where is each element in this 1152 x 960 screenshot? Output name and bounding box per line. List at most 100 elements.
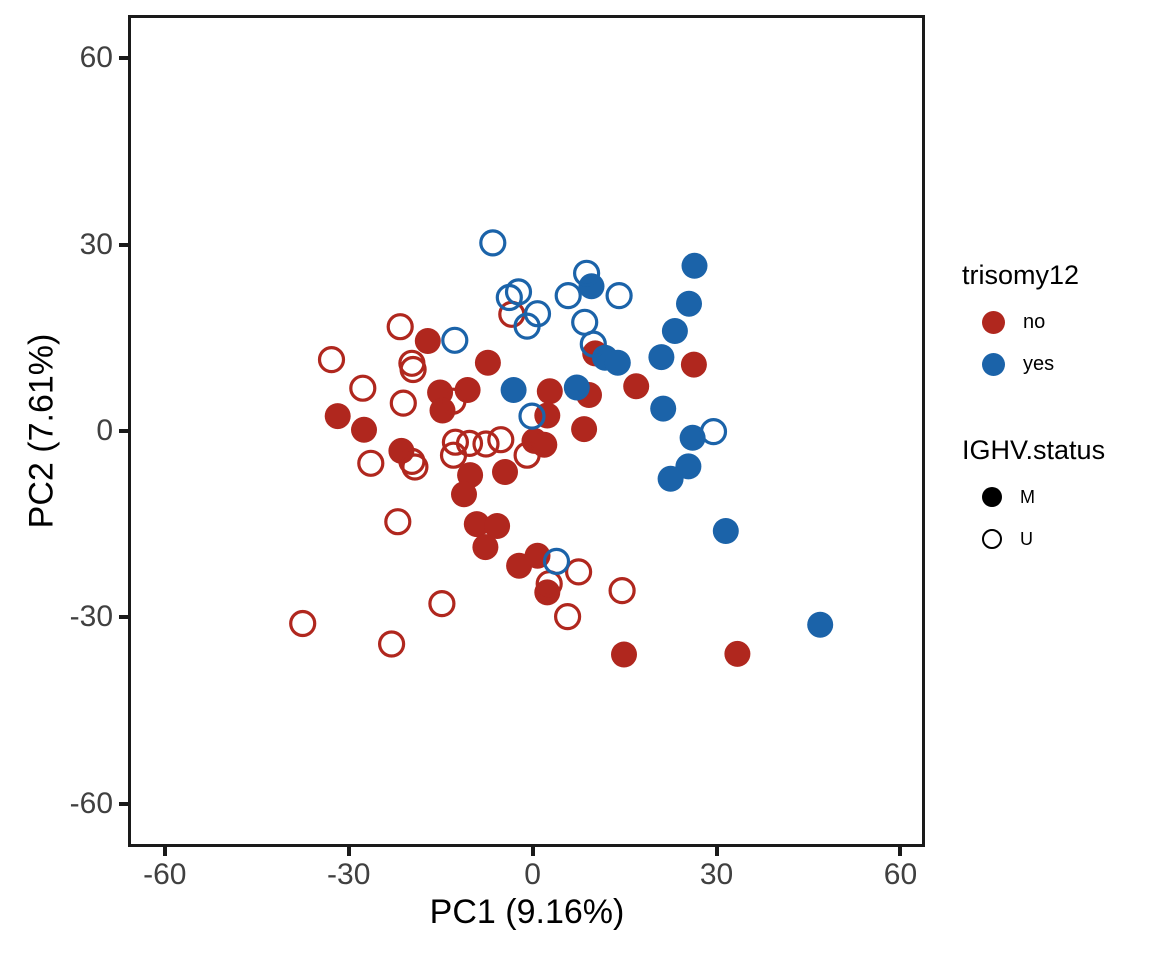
data-point [439, 387, 467, 415]
data-point [492, 459, 518, 485]
x-axis-title: PC1 (9.16%) [429, 893, 625, 931]
y-tick-label: 0 [96, 414, 113, 447]
data-point [680, 351, 707, 378]
y-axis-tick [119, 615, 128, 620]
data-point [699, 418, 728, 446]
data-point [536, 378, 563, 405]
data-point [454, 377, 481, 403]
data-point [571, 416, 598, 443]
data-point [565, 558, 593, 586]
legend-group-IGHV.status: IGHV.status M U [962, 435, 1152, 560]
data-point [661, 318, 688, 344]
data-point [441, 428, 469, 456]
x-axis-tick [714, 847, 719, 856]
data-point [724, 640, 751, 667]
data-point [513, 441, 541, 469]
plot-panel [128, 15, 925, 847]
y-tick-label: 30 [79, 227, 113, 261]
data-point [357, 449, 385, 477]
data-point [472, 430, 500, 458]
x-axis-tick [346, 847, 351, 856]
data-point [648, 344, 675, 371]
data-point [650, 395, 677, 422]
data-point [623, 373, 650, 400]
data-point [487, 426, 515, 454]
data-point [513, 312, 541, 340]
data-point [611, 641, 637, 668]
data-point [604, 349, 631, 376]
data-point [573, 259, 601, 287]
y-axis-tick [119, 56, 128, 61]
legend-label: no [1023, 310, 1046, 333]
data-point [414, 328, 441, 354]
y-axis-tick [119, 242, 128, 247]
data-point [389, 389, 417, 417]
data-point [518, 402, 546, 430]
legend-item-no: no [962, 301, 1152, 343]
legend-group-trisomy12: trisomy12 no yes [962, 260, 1152, 385]
legend-label: M [1020, 486, 1035, 507]
data-point [479, 229, 507, 257]
data-point [324, 403, 351, 430]
y-tick-label: -60 [69, 786, 113, 820]
data-point [534, 579, 561, 606]
data-point [386, 313, 414, 341]
data-point [608, 576, 636, 605]
scatter-points-layer [289, 229, 834, 668]
legend-item-U: U [962, 518, 1152, 560]
data-point [542, 547, 571, 576]
x-tick-label: -60 [143, 858, 187, 891]
legend-label: U [1020, 528, 1033, 549]
data-point [679, 424, 706, 451]
data-point [451, 481, 477, 508]
data-point [428, 589, 456, 618]
data-point [605, 282, 633, 310]
y-tick-label: 60 [79, 41, 113, 75]
data-point [351, 416, 377, 443]
filled-circle-icon [982, 487, 1002, 507]
data-point [498, 300, 526, 328]
data-point [484, 513, 511, 539]
data-point [441, 326, 469, 354]
x-tick-label: -30 [327, 858, 371, 891]
data-point [455, 429, 484, 457]
y-axis-tick [119, 429, 128, 433]
data-point [429, 397, 456, 424]
data-point [681, 252, 708, 279]
data-point [349, 374, 377, 402]
filled-circle-icon [982, 352, 1005, 376]
data-point [495, 283, 523, 312]
data-point [463, 511, 490, 538]
data-point [401, 453, 429, 481]
legend-item-M: M [962, 476, 1152, 518]
x-axis-tick [898, 847, 903, 856]
data-point [500, 377, 527, 403]
filled-circle-icon [982, 310, 1005, 334]
y-axis-title: PC2 (7.61%) [22, 333, 61, 529]
y-tick-label: -30 [69, 600, 113, 634]
legend-label: yes [1023, 352, 1055, 375]
legend-title: IGHV.status [962, 435, 1106, 465]
data-point [807, 611, 834, 638]
y-axis-tick [119, 801, 128, 806]
x-axis-tick [530, 847, 535, 856]
data-point [563, 374, 590, 401]
x-tick-label: 60 [883, 858, 918, 891]
x-axis-tick [162, 847, 167, 856]
data-point [317, 346, 346, 374]
open-circle-icon [982, 529, 1002, 549]
data-point [399, 355, 427, 384]
data-point [579, 330, 607, 358]
data-point [472, 534, 499, 561]
legend-title: trisomy12 [962, 260, 1080, 290]
x-tick-label: 0 [524, 858, 541, 891]
data-point [657, 465, 684, 492]
legend-item-yes: yes [962, 343, 1152, 385]
data-point [554, 602, 582, 631]
data-point [384, 508, 412, 536]
data-point [712, 518, 739, 544]
data-point [378, 630, 406, 658]
data-point [676, 290, 702, 317]
data-point [578, 273, 605, 300]
